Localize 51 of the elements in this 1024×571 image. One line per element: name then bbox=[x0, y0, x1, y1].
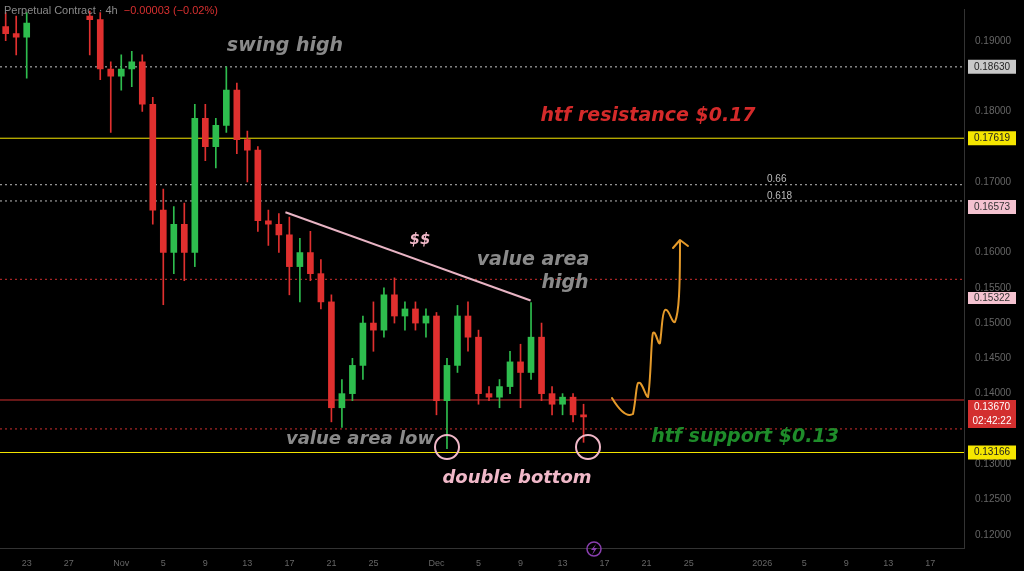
annotation: 0.66 bbox=[767, 172, 787, 184]
x-tick-label: 5 bbox=[801, 558, 807, 569]
ref-line-label: 0.13166 bbox=[973, 446, 1011, 458]
x-tick-label: 27 bbox=[63, 558, 74, 569]
y-tick-label: 0.12500 bbox=[975, 493, 1012, 505]
annotation: htf resistance $0.17 bbox=[540, 102, 757, 125]
x-tick-label: 17 bbox=[599, 558, 610, 569]
x-tick-label: 25 bbox=[368, 558, 379, 569]
y-tick-label: 0.14000 bbox=[975, 387, 1012, 399]
chart-title: Perpetual Contract · 4h bbox=[4, 4, 118, 16]
y-tick-label: 0.16000 bbox=[975, 246, 1012, 258]
y-tick-label: 0.18000 bbox=[975, 105, 1012, 117]
y-tick-label: 0.15500 bbox=[975, 281, 1012, 293]
y-tick-label: 0.12000 bbox=[975, 528, 1012, 540]
x-tick-label: 13 bbox=[557, 558, 568, 569]
text: 0.13670 bbox=[973, 400, 1011, 412]
x-tick-label: 9 bbox=[843, 558, 849, 569]
text: 0.16573 bbox=[973, 200, 1011, 212]
annotation: $$ bbox=[409, 229, 431, 248]
ref-line-label: 0.18630 bbox=[973, 60, 1011, 72]
text: 0.15322 bbox=[973, 291, 1011, 303]
y-tick-label: 0.13000 bbox=[975, 457, 1012, 469]
y-tick-label: 0.15000 bbox=[975, 316, 1012, 328]
x-tick-label: 17 bbox=[284, 558, 295, 569]
x-tick-label: 2026 bbox=[752, 558, 773, 569]
annotation: high bbox=[541, 269, 589, 292]
y-tick-label: 0.17000 bbox=[975, 175, 1012, 187]
x-tick-label: 5 bbox=[160, 558, 166, 569]
text: 02:42:22 bbox=[972, 414, 1012, 426]
annotation: value area bbox=[476, 246, 590, 269]
y-tick-label: 0.14500 bbox=[975, 352, 1012, 364]
x-tick-label: Dec bbox=[428, 558, 445, 569]
annotation: double bottom bbox=[442, 465, 592, 487]
x-tick-label: 17 bbox=[925, 558, 936, 569]
annotation: 0.618 bbox=[767, 189, 793, 201]
x-tick-label: 13 bbox=[883, 558, 894, 569]
x-tick-label: Nov bbox=[113, 558, 130, 569]
x-tick-label: 9 bbox=[518, 558, 524, 569]
x-tick-label: 23 bbox=[21, 558, 32, 569]
annotation: value area low bbox=[285, 426, 435, 448]
x-tick-label: 13 bbox=[242, 558, 253, 569]
x-tick-label: 21 bbox=[641, 558, 652, 569]
annotation: swing high bbox=[226, 32, 344, 55]
x-tick-label: 25 bbox=[683, 558, 694, 569]
chart-subtitle: −0.00003 (−0.02%) bbox=[123, 4, 218, 16]
x-tick-label: 5 bbox=[475, 558, 482, 569]
x-tick-label: 9 bbox=[202, 558, 208, 569]
ref-line-label: 0.17619 bbox=[973, 131, 1011, 143]
y-tick-label: 0.19000 bbox=[975, 34, 1012, 46]
annotation: htf support $0.13 bbox=[651, 423, 839, 446]
x-tick-label: 21 bbox=[326, 558, 337, 569]
